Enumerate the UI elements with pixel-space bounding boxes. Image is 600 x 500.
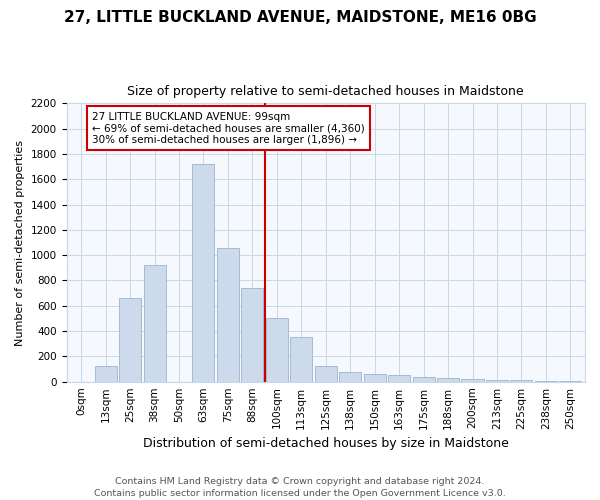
Text: Contains HM Land Registry data © Crown copyright and database right 2024.
Contai: Contains HM Land Registry data © Crown c… [94,476,506,498]
Bar [388,376,410,382]
Text: 27 LITTLE BUCKLAND AVENUE: 99sqm
← 69% of semi-detached houses are smaller (4,36: 27 LITTLE BUCKLAND AVENUE: 99sqm ← 69% o… [92,112,365,145]
Bar [119,298,141,382]
Bar [461,379,484,382]
Y-axis label: Number of semi-detached properties: Number of semi-detached properties [15,140,25,346]
Bar [241,288,263,382]
Bar [266,318,288,382]
Bar [486,380,508,382]
Title: Size of property relative to semi-detached houses in Maidstone: Size of property relative to semi-detach… [127,85,524,98]
Bar [511,380,532,382]
Text: 27, LITTLE BUCKLAND AVENUE, MAIDSTONE, ME16 0BG: 27, LITTLE BUCKLAND AVENUE, MAIDSTONE, M… [64,10,536,25]
Bar [315,366,337,382]
Bar [217,248,239,382]
Bar [364,374,386,382]
Bar [413,376,434,382]
X-axis label: Distribution of semi-detached houses by size in Maidstone: Distribution of semi-detached houses by … [143,437,509,450]
Bar [290,338,313,382]
Bar [437,378,459,382]
Bar [535,381,557,382]
Bar [143,266,166,382]
Bar [339,372,361,382]
Bar [95,366,116,382]
Bar [193,164,214,382]
